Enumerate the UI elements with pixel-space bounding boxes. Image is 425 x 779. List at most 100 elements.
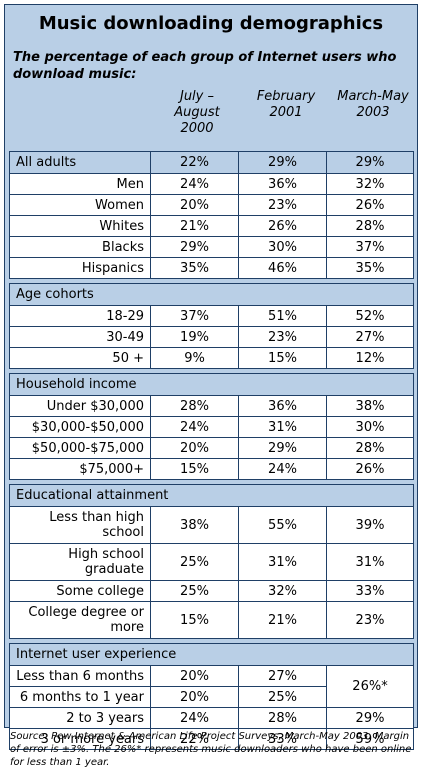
table-row: Whites 21% 26% 28%: [9, 215, 414, 237]
table-cell: 29%: [150, 236, 239, 258]
table-cell: 26%: [238, 215, 327, 237]
table-cell: 27%: [238, 665, 327, 687]
row-label: Less than high school: [9, 506, 151, 544]
row-label: High school graduate: [9, 543, 151, 581]
table-cell: 31%: [326, 543, 414, 581]
table-cell: 35%: [150, 257, 239, 279]
row-label: Blacks: [9, 236, 151, 258]
source-note: Source: Pew Internet & American Life Pro…: [10, 731, 412, 768]
table-cell: 9%: [150, 347, 239, 369]
table-cell: 24%: [150, 416, 239, 438]
table-cell: 20%: [150, 665, 239, 687]
table-row: Under $30,000 28% 36% 38%: [9, 395, 414, 417]
table-row: Some college 25% 32% 33%: [9, 580, 414, 602]
row-label: $50,000-$75,000: [9, 437, 151, 459]
table-cell: 31%: [238, 543, 327, 581]
demographics-table: All adults 22% 29% 29% Men 24% 36% 32% Women 20% 2…: [9, 151, 414, 750]
column-header: July – August 2000: [174, 89, 220, 136]
page-title: Music downloading demographics: [38, 13, 384, 34]
row-label: $30,000-$50,000: [9, 416, 151, 438]
table-cell: 15%: [150, 601, 239, 639]
table-cell: 26%*: [326, 665, 414, 708]
table-cell: 22%: [150, 151, 239, 174]
row-label: $75,000+: [9, 458, 151, 480]
table-row: Women 20% 23% 26%: [9, 194, 414, 216]
table-cell: 37%: [150, 305, 239, 327]
table-cell: 30%: [238, 236, 327, 258]
table-cell: 31%: [238, 416, 327, 438]
row-label: 6 months to 1 year: [9, 686, 151, 708]
table-cell: 23%: [238, 326, 327, 348]
table-row: High school graduate 25% 31% 31%: [9, 543, 414, 581]
table-cell: 25%: [150, 580, 239, 602]
table-cell: 37%: [326, 236, 414, 258]
row-label: 30-49: [9, 326, 151, 348]
table-cell: 36%: [238, 173, 327, 195]
table-cell: 29%: [238, 437, 327, 459]
table-cell: 29%: [326, 151, 414, 174]
row-label: College degree or more: [9, 601, 151, 639]
table-cell: 29%: [238, 151, 327, 174]
table-row: Less than high school 38% 55% 39%: [9, 506, 414, 544]
table-cell: 38%: [326, 395, 414, 417]
table-card: Music downloading demographics The perce…: [4, 4, 418, 750]
row-label: 50 +: [9, 347, 151, 369]
table-cell: 15%: [238, 347, 327, 369]
table-cell: 23%: [326, 601, 414, 639]
table-row: $75,000+ 15% 24% 26%: [9, 458, 414, 480]
table-cell: 21%: [150, 215, 239, 237]
table-cell: 20%: [150, 437, 239, 459]
table-row: $50,000-$75,000 20% 29% 28%: [9, 437, 414, 459]
table-cell: 52%: [326, 305, 414, 327]
table-row: Men 24% 36% 32%: [9, 173, 414, 195]
table-cell: 27%: [326, 326, 414, 348]
table-cell: 59%: [326, 728, 414, 750]
table-row: Hispanics 35% 46% 35%: [9, 257, 414, 279]
table-row: 50 +9% 15% 12%: [9, 347, 414, 369]
table-cell: 46%: [238, 257, 327, 279]
row-label: 2 to 3 years: [9, 707, 151, 729]
table-cell: 24%: [238, 458, 327, 480]
section-header: Educational attainment: [9, 484, 414, 507]
table-cell: 39%: [326, 506, 414, 544]
table-cell: 25%: [238, 686, 327, 708]
table-cell: 28%: [326, 215, 414, 237]
row-label: Some college: [9, 580, 151, 602]
table-cell: 28%: [150, 395, 239, 417]
table-cell: 25%: [150, 543, 239, 581]
table-row: 2 to 3 years 24% 28% 29%: [9, 707, 414, 729]
row-label: All adults: [9, 151, 151, 174]
table-row: All adults 22% 29% 29%: [9, 151, 414, 174]
table-cell: 29%: [326, 707, 414, 729]
section-header: Age cohorts: [9, 283, 414, 306]
table-cell: 28%: [238, 707, 327, 729]
row-label: 3 or more years: [9, 728, 151, 750]
row-label: 18-29: [9, 305, 151, 327]
section-header: Internet user experience: [9, 643, 414, 666]
table-cell: 20%: [150, 194, 239, 216]
table-cell: 30%: [326, 416, 414, 438]
table-cell: 23%: [238, 194, 327, 216]
table-cell: 26%: [326, 194, 414, 216]
table-cell: 33%: [326, 580, 414, 602]
table-row: 3 or more years 22% 33% 59%: [9, 728, 414, 750]
table-cell: 26%: [326, 458, 414, 480]
table-row: $30,000-$50,000 24% 31% 30%: [9, 416, 414, 438]
table-cell: 21%: [238, 601, 327, 639]
table-row: Less than 6 months 20% 27% 26%*: [9, 665, 414, 708]
row-label: Women: [9, 194, 151, 216]
table-cell: 19%: [150, 326, 239, 348]
table-row: 18-29 37% 51% 52%: [9, 305, 414, 327]
table-cell: 38%: [150, 506, 239, 544]
table-cell: 35%: [326, 257, 414, 279]
row-label: Under $30,000: [9, 395, 151, 417]
table-row: Blacks 29% 30% 37%: [9, 236, 414, 258]
table-cell: 24%: [150, 707, 239, 729]
table-cell: 22%: [150, 728, 239, 750]
table-cell: 36%: [238, 395, 327, 417]
table-cell: 15%: [150, 458, 239, 480]
table-row: College degree or more 15% 21% 23%: [9, 601, 414, 639]
table-cell: 33%: [238, 728, 327, 750]
column-header: March-May 2003: [337, 89, 409, 120]
section-header: Household income: [9, 373, 414, 396]
